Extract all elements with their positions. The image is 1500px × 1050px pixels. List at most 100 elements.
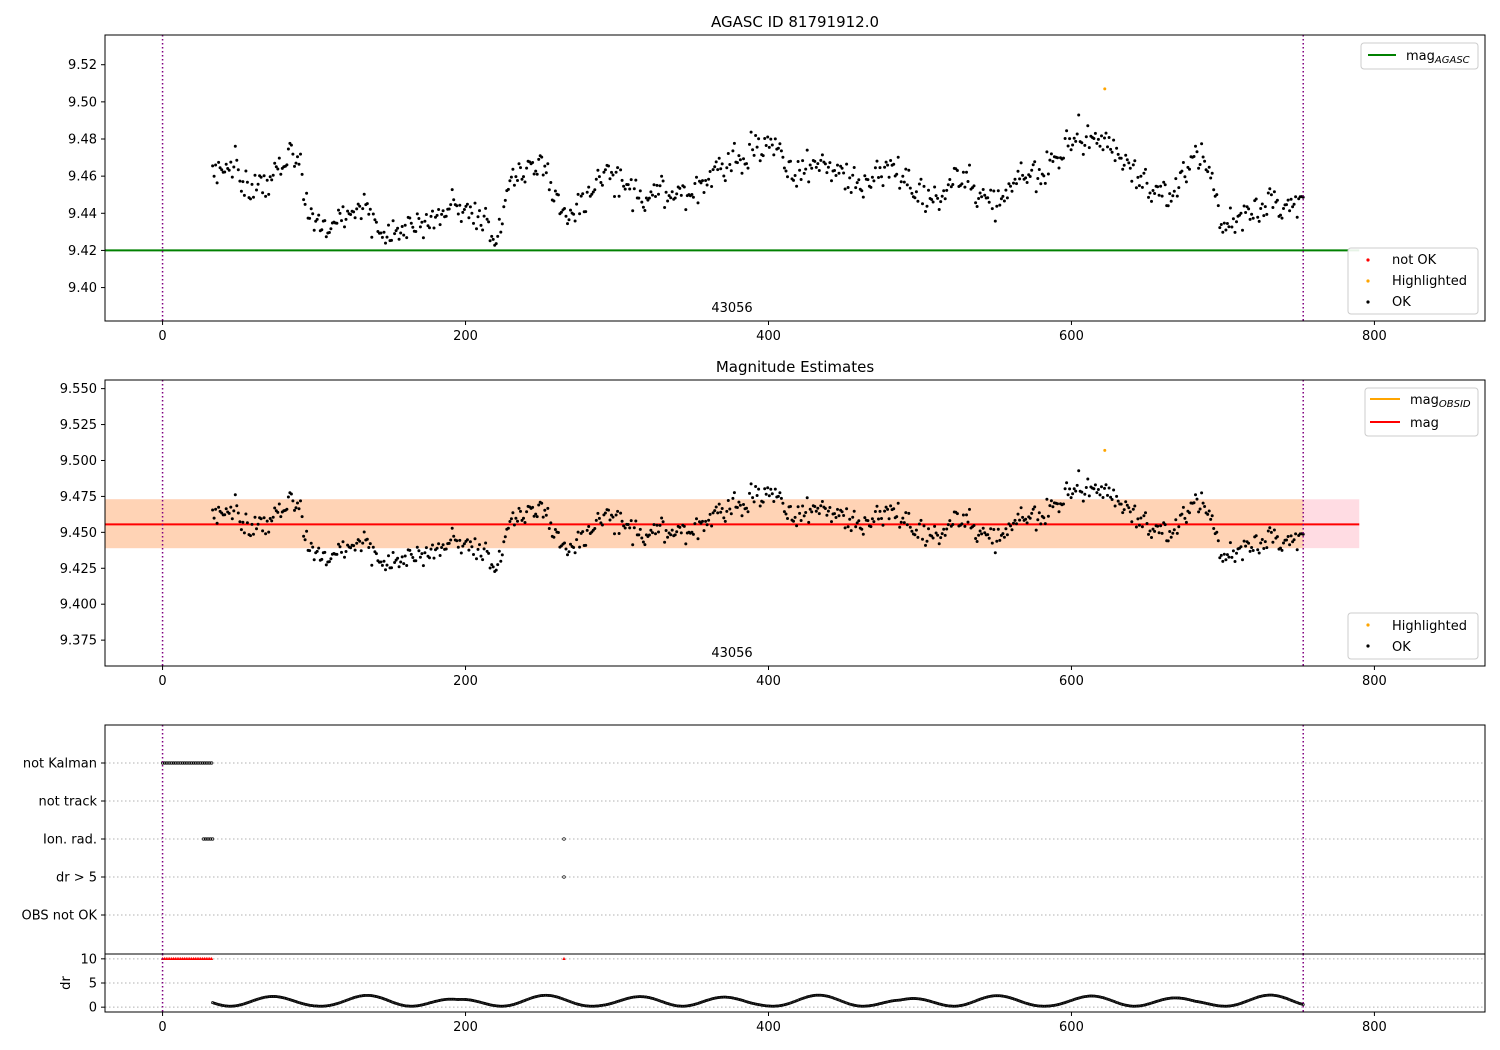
legend2-ok-label: OK — [1392, 640, 1411, 655]
ok-point — [250, 182, 254, 186]
dr-point — [580, 1003, 584, 1007]
dr-point — [824, 994, 828, 998]
ok-point — [468, 540, 472, 544]
dr-point — [899, 998, 903, 1002]
dr-point — [1258, 995, 1262, 999]
panel2-legend-mag-obsid: magOBSID — [1410, 393, 1471, 410]
ok-point — [782, 166, 786, 170]
ok-point — [961, 170, 965, 174]
legend2-highlighted-label: Highlighted — [1392, 619, 1467, 634]
dr-point — [1215, 1004, 1219, 1008]
ok-point — [690, 530, 694, 534]
ok-point — [461, 544, 465, 548]
ok-point — [327, 560, 331, 564]
dr-point — [271, 995, 274, 998]
dr-point — [674, 1004, 678, 1008]
ok-point — [1110, 150, 1114, 154]
dr-point — [472, 999, 476, 1003]
dr-point — [857, 1004, 861, 1008]
dr-point — [528, 996, 532, 1000]
ok-point — [1233, 560, 1237, 563]
dr-point — [922, 998, 926, 1002]
ok-point — [637, 533, 641, 537]
ok-point — [830, 520, 833, 524]
dr-point — [879, 1002, 883, 1005]
ok-point — [415, 212, 419, 216]
flag-marker — [170, 761, 174, 765]
dr-point — [851, 1003, 855, 1007]
dr-point — [1086, 994, 1090, 998]
panel1-xtick-label: 200 — [453, 329, 478, 344]
dr-point — [716, 996, 720, 999]
dr-point — [554, 995, 558, 999]
ok-point — [397, 565, 401, 569]
ok-point — [808, 163, 812, 167]
dr-point — [1198, 1000, 1202, 1004]
ok-point — [1096, 488, 1100, 491]
dr-point — [733, 996, 737, 1000]
dr-point — [445, 997, 449, 1001]
ok-point — [602, 170, 606, 174]
ok-point — [878, 509, 882, 513]
ok-point — [1046, 172, 1050, 176]
ok-point — [1184, 520, 1188, 524]
dr-point — [1121, 1003, 1125, 1007]
panel4-xtick-label: 800 — [1362, 1020, 1387, 1035]
dr-point — [971, 1000, 975, 1004]
dr-point — [456, 998, 460, 1001]
dr-point — [1187, 998, 1191, 1002]
ok-point — [584, 210, 588, 214]
panel2-ytick-label: 9.425 — [60, 562, 97, 577]
dr-point — [1290, 999, 1294, 1003]
ok-point — [540, 501, 544, 505]
dr-point — [309, 1003, 313, 1007]
ok-point — [828, 161, 832, 165]
ok-point — [833, 512, 836, 516]
ok-point — [638, 189, 642, 193]
dr-point — [768, 1004, 772, 1008]
ok-point — [294, 506, 298, 510]
dr-point — [1270, 993, 1274, 997]
ok-point — [1282, 541, 1285, 545]
dr-point — [631, 995, 634, 999]
panel1-title: AGASC ID 81791912.0 — [711, 13, 879, 31]
dr-point — [1286, 997, 1290, 1001]
ok-point — [717, 502, 721, 506]
ok-point — [506, 526, 510, 530]
ok-point — [594, 177, 598, 181]
dr-point — [423, 1002, 427, 1006]
ok-point — [259, 175, 263, 179]
dr-point — [875, 1003, 878, 1006]
ok-point — [291, 152, 295, 156]
ok-point — [418, 555, 422, 559]
ok-point — [356, 202, 360, 206]
ok-point — [722, 516, 726, 520]
dr-point — [213, 1002, 217, 1005]
ok-point — [608, 518, 612, 522]
ok-point — [224, 162, 228, 166]
ok-point — [300, 515, 304, 519]
ok-point — [456, 545, 460, 549]
ok-point — [1280, 216, 1284, 220]
ok-point — [494, 568, 498, 572]
ok-point — [476, 215, 480, 219]
dr-point — [1127, 1004, 1131, 1008]
ok-point — [268, 175, 272, 179]
ok-point — [390, 566, 393, 570]
dr-point — [995, 994, 998, 998]
ok-point — [593, 527, 597, 530]
ok-point — [271, 173, 275, 177]
ok-point — [701, 519, 704, 523]
ok-point — [643, 543, 647, 547]
ok-point — [889, 159, 893, 162]
dr-point — [1189, 998, 1193, 1002]
ok-point — [675, 530, 679, 534]
dr-point — [770, 1004, 773, 1008]
ok-point — [1289, 197, 1293, 201]
dr-point — [760, 1003, 764, 1007]
dr-point — [575, 1002, 579, 1006]
ok-point — [514, 175, 518, 179]
dr-point — [714, 996, 718, 1000]
ok-point — [837, 514, 841, 518]
ok-point — [1025, 181, 1029, 184]
